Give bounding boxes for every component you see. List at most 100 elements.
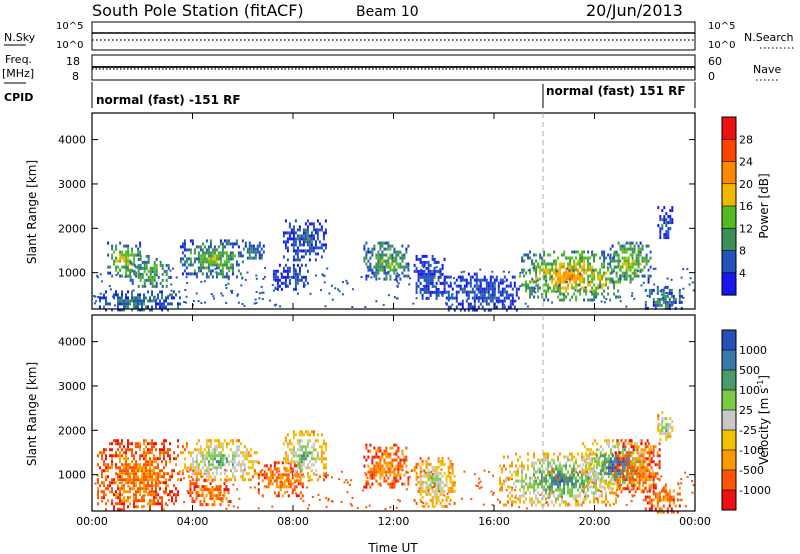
data-cell [638, 454, 641, 458]
data-cell [551, 470, 553, 474]
data-cell [671, 218, 674, 222]
data-cell [141, 469, 143, 473]
data-cell [310, 451, 313, 455]
data-cell [133, 272, 136, 276]
data-cell [553, 503, 555, 507]
data-cell [650, 466, 653, 470]
colorbar-tick-label: 12 [739, 222, 753, 235]
data-cell [550, 276, 553, 279]
data-cell [630, 442, 633, 446]
data-cell [189, 466, 192, 470]
data-cell [139, 481, 141, 485]
data-cell [630, 472, 633, 476]
data-cell [149, 269, 152, 273]
data-cell [644, 486, 647, 490]
data-cell [129, 271, 132, 275]
data-cell [559, 271, 562, 275]
data-cell [473, 272, 476, 276]
data-cell [577, 503, 579, 507]
data-cell [597, 292, 600, 296]
data-cell [169, 442, 171, 446]
data-cell [282, 240, 285, 244]
data-cell [543, 455, 545, 459]
data-cell [385, 464, 388, 468]
data-cell [625, 265, 628, 269]
data-cell [537, 497, 539, 501]
data-cell [619, 300, 622, 303]
data-cell [535, 494, 537, 498]
data-cell [239, 254, 242, 258]
data-cell [117, 439, 119, 443]
data-cell [664, 498, 667, 502]
data-cell [523, 500, 525, 504]
data-cell [139, 478, 141, 482]
data-cell [607, 442, 610, 446]
data-cell [577, 289, 580, 293]
data-cell [493, 284, 496, 288]
data-cell [603, 472, 606, 476]
data-cell [211, 254, 214, 258]
data-cell [135, 305, 137, 309]
data-cell [215, 448, 218, 452]
data-cell [599, 469, 602, 473]
data-cell [615, 442, 618, 446]
data-cell [593, 283, 596, 287]
data-cell [381, 265, 384, 269]
data-cell [259, 470, 262, 474]
data-cell [654, 445, 657, 449]
data-cell [654, 463, 657, 467]
data-cell [284, 457, 287, 461]
data-cell [601, 463, 604, 467]
data-cell [657, 224, 660, 228]
data-cell [159, 472, 161, 476]
data-cell [284, 240, 287, 244]
data-cell [692, 484, 695, 487]
data-cell [635, 262, 638, 266]
data-cell [561, 464, 563, 468]
data-cell [111, 466, 113, 470]
data-cell [622, 445, 625, 449]
data-cell [314, 439, 317, 443]
data-cell [593, 476, 595, 480]
data-cell [573, 274, 576, 278]
data-cell [423, 260, 426, 264]
data-cell [105, 302, 107, 306]
data-cell [377, 461, 380, 465]
data-cell [649, 265, 652, 269]
data-cell [312, 457, 315, 461]
data-cell [296, 460, 299, 464]
data-cell [324, 463, 327, 467]
data-cell [365, 253, 368, 257]
data-cell [282, 275, 285, 279]
data-cell [667, 230, 670, 234]
data-cell [571, 265, 574, 269]
data-cell [561, 280, 564, 284]
data-cell [425, 501, 428, 505]
data-cell [145, 439, 147, 443]
data-cell [491, 281, 494, 285]
data-cell [611, 244, 614, 248]
data-cell [583, 277, 586, 281]
data-cell [299, 479, 302, 483]
data-cell [603, 265, 606, 269]
data-cell [191, 263, 194, 267]
data-cell [379, 470, 382, 474]
data-cell [292, 445, 295, 449]
data-cell [145, 260, 148, 264]
data-cell [387, 452, 390, 456]
data-cell [593, 472, 596, 476]
data-cell [310, 469, 313, 473]
data-cell [660, 288, 663, 292]
data-cell [161, 296, 163, 300]
data-cell [263, 464, 266, 468]
data-cell [285, 473, 288, 477]
data-cell [577, 277, 580, 281]
data-cell [591, 280, 594, 284]
data-cell [96, 276, 99, 279]
data-cell [318, 240, 321, 244]
data-cell [599, 464, 601, 468]
data-cell [273, 461, 276, 465]
data-cell [415, 471, 418, 475]
data-cell [656, 454, 659, 458]
data-cell [395, 259, 398, 263]
